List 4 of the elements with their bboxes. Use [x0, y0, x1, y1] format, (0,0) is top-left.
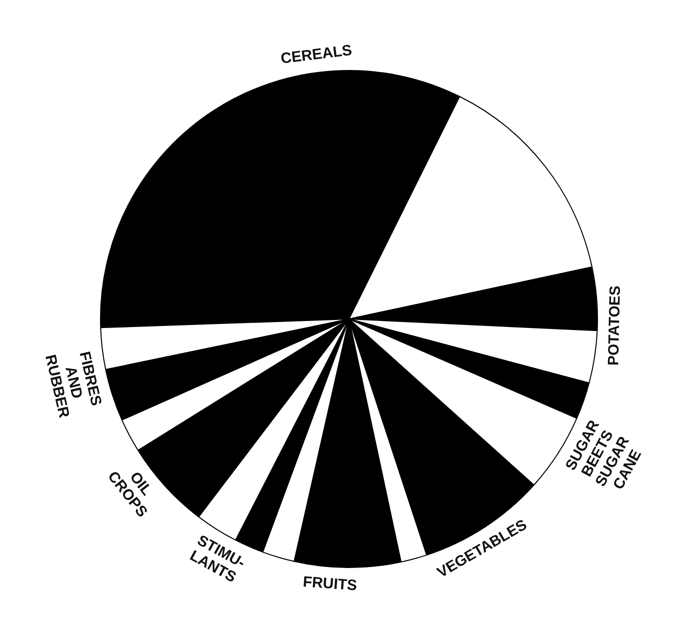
- slice-label: CEREALS: [280, 42, 353, 68]
- slice-label: FIBRES AND RUBBER: [42, 350, 105, 420]
- slice-label: FRUITS: [302, 574, 358, 594]
- slice-label: POTATOES: [605, 285, 624, 366]
